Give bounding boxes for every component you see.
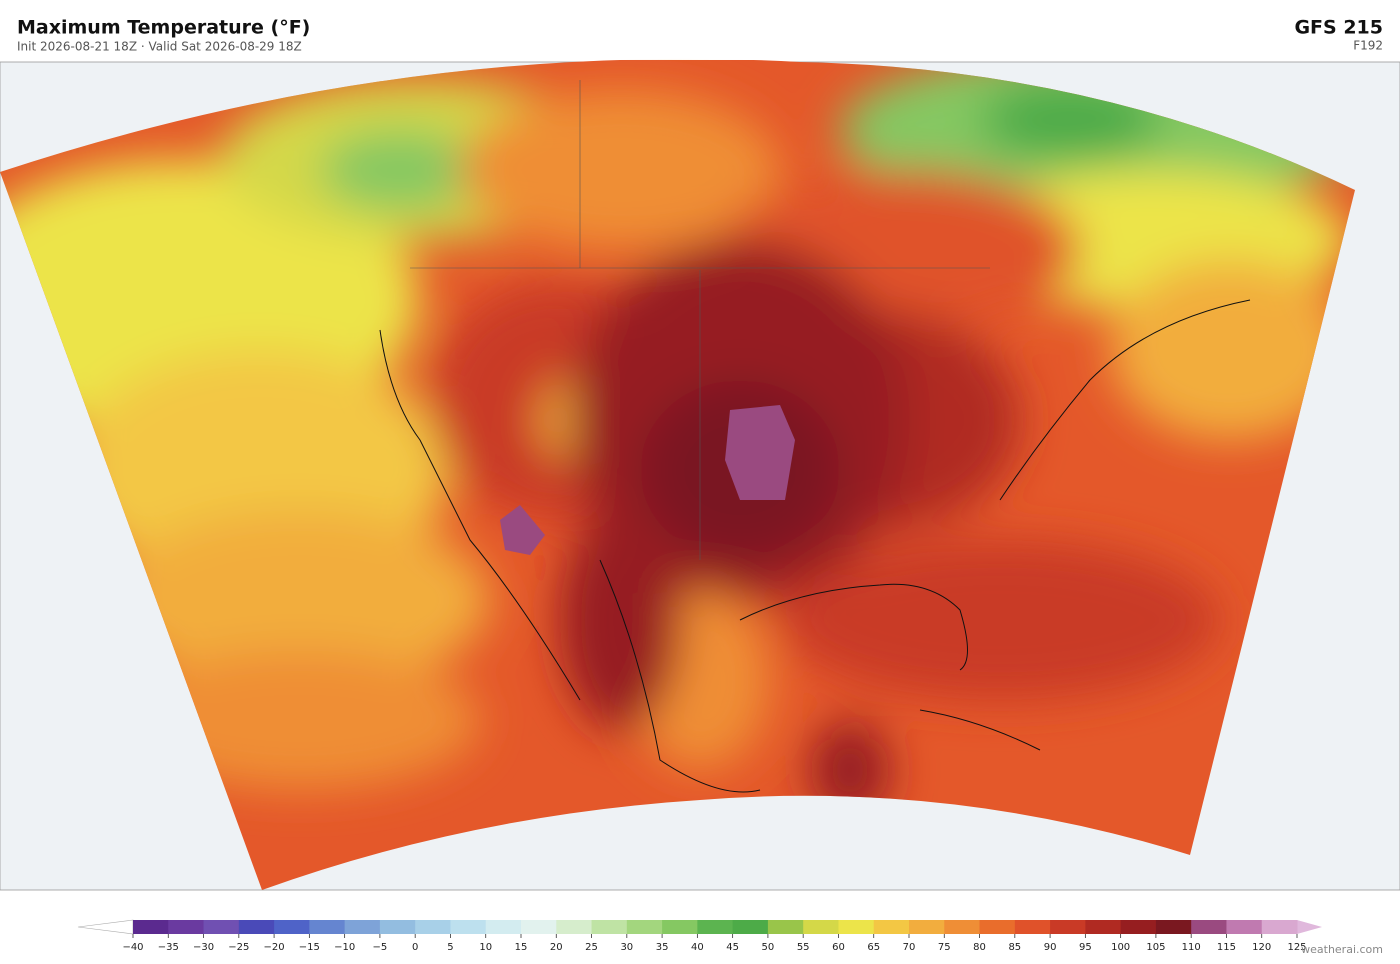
colorbar-tick-label: 125 (1287, 942, 1306, 953)
colorbar-segment (944, 920, 981, 934)
colorbar-segment (521, 920, 557, 934)
colorbar-segment (274, 920, 310, 934)
colorbar-tick-label: −30 (193, 942, 214, 953)
colorbar-segment (309, 920, 346, 934)
colorbar-tick-label: 55 (797, 942, 810, 953)
colorbar-tick-label: 80 (973, 942, 986, 953)
colorbar-segment (1120, 920, 1157, 934)
colorbar-tick-label: 115 (1217, 942, 1236, 953)
colorbar-segment (979, 920, 1016, 934)
colorbar-segment (203, 920, 240, 934)
colorbar-segment (556, 920, 593, 934)
colorbar-segment (1261, 920, 1298, 934)
colorbar-tick-label: 25 (585, 942, 598, 953)
colorbar-segment (1085, 920, 1122, 934)
colorbar-segment (168, 920, 205, 934)
colorbar-segment (767, 920, 804, 934)
colorbar-segment (1050, 920, 1086, 934)
colorbar-segment (133, 920, 169, 934)
colorbar-tick-label: 85 (1008, 942, 1021, 953)
colorbar-segment (1226, 920, 1263, 934)
colorbar-tick-label: −25 (228, 942, 249, 953)
colorbar-tick-label: 90 (1044, 942, 1057, 953)
colorbar-segment (732, 920, 769, 934)
colorbar-tick-label: 5 (447, 942, 453, 953)
colorbar-segment (803, 920, 839, 934)
model: GFS 215 (1294, 17, 1383, 39)
title: Maximum Temperature (°F) (17, 17, 310, 39)
colorbar-tick-label: 110 (1182, 942, 1201, 953)
colorbar-tick-label: 0 (412, 942, 418, 953)
colorbar-tick-label: 10 (479, 942, 492, 953)
colorbar-tick-label: −5 (373, 942, 388, 953)
colorbar-under (77, 919, 134, 935)
colorbar-segment (450, 920, 487, 934)
colorbar-tick-label: −10 (334, 942, 355, 953)
colorbar-tick-label: −15 (299, 942, 320, 953)
colorbar-tick-label: −35 (158, 942, 179, 953)
colorbar-tick-label: 65 (867, 942, 880, 953)
colorbar-tick-label: −40 (122, 942, 143, 953)
map (0, 58, 1400, 891)
colorbar-segment (626, 920, 663, 934)
colorbar-tick-label: 40 (691, 942, 704, 953)
colorbar-tick-label: 70 (903, 942, 916, 953)
colorbar-segment (873, 920, 910, 934)
colorbar-tick-label: 75 (938, 942, 951, 953)
colorbar-tick-label: −20 (264, 942, 285, 953)
colorbar-tick-label: 95 (1079, 942, 1092, 953)
colorbar-segment (1155, 920, 1192, 934)
colorbar-tick-label: 105 (1146, 942, 1165, 953)
colorbar-segment (485, 920, 522, 934)
colorbar-tick-label: 30 (620, 942, 633, 953)
credit: weatherai.com (1301, 943, 1383, 956)
colorbar-segment (344, 920, 381, 934)
colorbar-over (1297, 920, 1322, 934)
colorbar-tick-label: 50 (762, 942, 775, 953)
colorbar-segment (591, 920, 628, 934)
colorbar-tick-label: 100 (1111, 942, 1130, 953)
forecast-hour: F192 (1353, 39, 1383, 53)
colorbar-segment (909, 920, 945, 934)
colorbar-tick-label: 60 (832, 942, 845, 953)
colorbar-tick-label: 45 (726, 942, 739, 953)
colorbar-segment (697, 920, 734, 934)
colorbar-segment (838, 920, 875, 934)
colorbar: −40 −35 −30 −25 −20 −15 −10 −5 0 5 10 15 20 25 30 35 40 4… (77, 919, 1322, 953)
colorbar-segment (238, 920, 275, 934)
colorbar-tick-label: 15 (515, 942, 528, 953)
colorbar-segment (379, 920, 416, 934)
colorbar-segment (415, 920, 451, 934)
colorbar-tick-label: 35 (656, 942, 669, 953)
colorbar-segment (1191, 920, 1227, 934)
colorbar-tick-label: 20 (550, 942, 563, 953)
colorbar-segment (662, 920, 698, 934)
subtitle: Init 2026-08-21 18Z · Valid Sat 2026-08-… (17, 40, 302, 54)
colorbar-segment (1014, 920, 1051, 934)
colorbar-tick-label: 120 (1252, 942, 1271, 953)
